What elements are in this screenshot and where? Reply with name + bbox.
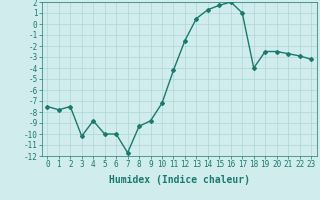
X-axis label: Humidex (Indice chaleur): Humidex (Indice chaleur) (109, 175, 250, 185)
